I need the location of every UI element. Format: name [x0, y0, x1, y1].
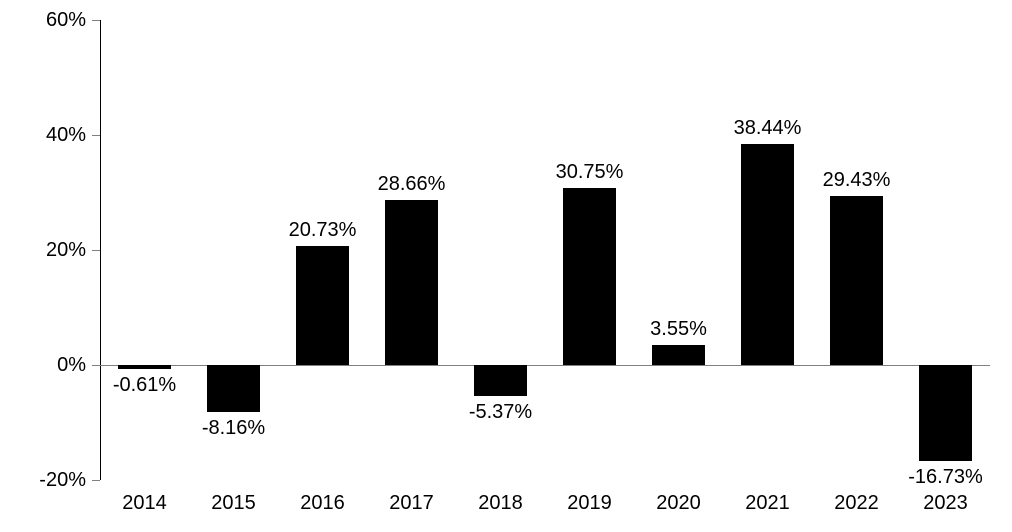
bar: [830, 196, 883, 365]
x-axis-tick-label: 2019: [567, 492, 612, 515]
bar-value-label: -8.16%: [202, 418, 265, 438]
bar-chart: -20% 0% 20% 40% 60% -0.61% 2014 -8.16% 2015 20.73…: [0, 0, 1012, 532]
bar: [385, 200, 438, 365]
bar-value-label: -0.61%: [113, 375, 176, 395]
bar: [919, 365, 972, 461]
x-axis-tick-label: 2022: [834, 492, 879, 515]
x-axis-tick-label: 2018: [478, 492, 523, 515]
bar: [118, 365, 171, 369]
bar-value-label: 29.43%: [823, 170, 891, 190]
bar: [474, 365, 527, 396]
bar-value-label: -16.73%: [908, 467, 983, 487]
y-tick-mark: [92, 20, 100, 21]
x-axis-tick-label: 2021: [745, 492, 790, 515]
x-axis-tick-label: 2014: [122, 492, 167, 515]
bar: [563, 188, 616, 365]
y-tick-mark: [92, 135, 100, 136]
x-axis-tick-label: 2017: [389, 492, 434, 515]
x-axis-tick-label: 2023: [923, 492, 968, 515]
bar: [296, 246, 349, 365]
bar-value-label: -5.37%: [469, 402, 532, 422]
y-axis-tick-label: -20%: [0, 470, 86, 490]
x-axis-tick-label: 2016: [300, 492, 345, 515]
x-axis-tick-label: 2015: [211, 492, 256, 515]
y-axis-tick-label: 20%: [0, 240, 86, 260]
y-axis-tick-label: 40%: [0, 125, 86, 145]
bar: [652, 345, 705, 365]
y-axis-tick-label: 0%: [0, 355, 86, 375]
bar: [741, 144, 794, 365]
bar-value-label: 28.66%: [378, 174, 446, 194]
y-tick-mark: [92, 480, 100, 481]
bar-value-label: 20.73%: [289, 220, 357, 240]
x-axis-tick-label: 2020: [656, 492, 701, 515]
y-tick-mark: [92, 365, 100, 366]
bar-value-label: 38.44%: [734, 118, 802, 138]
y-axis-tick-label: 60%: [0, 10, 86, 30]
bar: [207, 365, 260, 412]
bar-value-label: 3.55%: [650, 319, 707, 339]
y-tick-mark: [92, 250, 100, 251]
y-axis-line: [100, 20, 101, 480]
bar-value-label: 30.75%: [556, 162, 624, 182]
